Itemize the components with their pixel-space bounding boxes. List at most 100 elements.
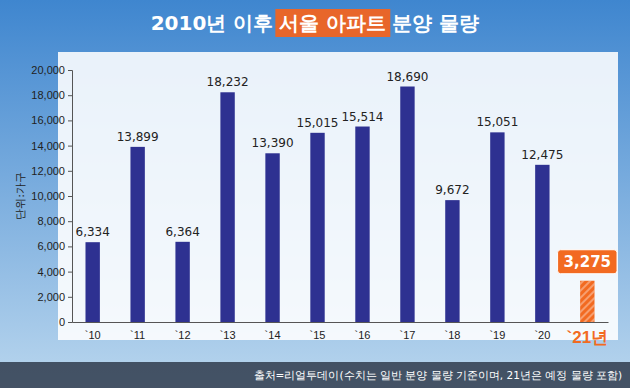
data-label-box bbox=[558, 250, 617, 274]
y-tick-label: 10,000 bbox=[31, 190, 65, 202]
x-tick-label: `11 bbox=[130, 329, 145, 341]
data-label: 15,514 bbox=[341, 110, 383, 124]
y-axis-title: 단위:가구 bbox=[14, 172, 27, 220]
data-label: 12,475 bbox=[521, 148, 563, 162]
y-tick: 8,000 bbox=[37, 215, 72, 227]
x-tick: `13 bbox=[220, 329, 236, 341]
x-tick: `17 bbox=[399, 329, 415, 341]
x-tick-label: `16 bbox=[355, 329, 371, 341]
x-tick: `18 bbox=[444, 329, 460, 341]
source-note: 출처=리얼투데이(수치는 일반 분양 물량 기준이며, 21년은 예정 물량 포… bbox=[254, 369, 622, 381]
x-tick-label: `13 bbox=[220, 329, 236, 341]
bar-hatch bbox=[580, 281, 594, 322]
y-tick-label: 20,000 bbox=[31, 64, 65, 76]
y-tick-mark bbox=[68, 171, 72, 172]
source-strip bbox=[0, 362, 630, 388]
bar bbox=[265, 153, 279, 322]
title-part: 2010년 이후 bbox=[151, 11, 274, 35]
y-tick-mark bbox=[68, 95, 72, 96]
bar bbox=[310, 133, 324, 322]
y-tick-label: 8,000 bbox=[37, 215, 65, 227]
x-tick-label: `21년 bbox=[567, 328, 609, 347]
x-tick-label: `15 bbox=[310, 329, 326, 341]
x-tick-label: `19 bbox=[489, 329, 505, 341]
y-axis: 0 2,000 4,000 6,000 8,000 10,000 12,000 14,000 1… bbox=[31, 64, 72, 328]
background bbox=[0, 0, 630, 388]
x-tick-label: `20 bbox=[534, 329, 550, 341]
x-tick: `20 bbox=[534, 329, 550, 341]
y-tick-mark bbox=[68, 196, 72, 197]
y-tick-mark bbox=[68, 322, 72, 323]
data-label: 15,051 bbox=[476, 115, 518, 129]
x-tick-label: `14 bbox=[265, 329, 281, 341]
bar bbox=[130, 147, 144, 322]
title-part: 분양 물량 bbox=[392, 11, 479, 35]
data-label: 3,275 bbox=[564, 253, 611, 271]
data-label: 6,334 bbox=[76, 225, 110, 239]
x-tick: `16 bbox=[355, 329, 371, 341]
bar bbox=[445, 200, 459, 322]
y-tick: 14,000 bbox=[31, 140, 72, 152]
y-tick: 6,000 bbox=[37, 240, 72, 252]
y-tick-label: 14,000 bbox=[31, 140, 65, 152]
x-axis-line bbox=[73, 322, 609, 323]
title-highlight bbox=[275, 9, 390, 37]
y-tick-label: 4,000 bbox=[37, 266, 65, 278]
y-tick: 20,000 bbox=[31, 64, 72, 76]
data-labels: 6,334 13,899 6,364 18,232 13,39015,01515,514… bbox=[76, 70, 618, 274]
bar bbox=[400, 87, 414, 322]
data-label: 9,672 bbox=[435, 183, 469, 197]
y-tick: 12,000 bbox=[31, 165, 72, 177]
data-label: 18,690 bbox=[386, 70, 428, 84]
x-tick: `21년 bbox=[567, 328, 609, 347]
y-tick: 2,000 bbox=[37, 291, 72, 303]
y-tick-mark bbox=[68, 297, 72, 298]
bar bbox=[355, 127, 369, 322]
y-tick-label: 6,000 bbox=[37, 240, 65, 252]
bar bbox=[535, 165, 549, 322]
x-tick-label: `17 bbox=[399, 329, 415, 341]
y-tick-label: 12,000 bbox=[31, 165, 65, 177]
data-label: 13,390 bbox=[252, 136, 294, 150]
bar bbox=[580, 281, 594, 322]
y-tick-label: 0 bbox=[59, 316, 65, 328]
bars bbox=[85, 87, 594, 322]
y-tick-label: 16,000 bbox=[31, 114, 65, 126]
x-tick-label: `10 bbox=[85, 329, 101, 341]
data-label: 18,232 bbox=[207, 75, 249, 89]
y-tick: 4,000 bbox=[37, 266, 72, 278]
x-tick: `15 bbox=[310, 329, 326, 341]
bar bbox=[490, 132, 504, 322]
x-tick-label: `18 bbox=[444, 329, 460, 341]
y-axis-line bbox=[68, 71, 73, 323]
bar bbox=[85, 242, 99, 322]
y-tick: 0 bbox=[59, 316, 72, 328]
x-tick: `12 bbox=[175, 329, 191, 341]
bar bbox=[220, 92, 234, 322]
y-tick-label: 2,000 bbox=[37, 291, 65, 303]
y-tick-mark bbox=[68, 272, 72, 273]
y-tick-label: 18,000 bbox=[31, 89, 65, 101]
x-tick: `14 bbox=[265, 329, 281, 341]
title-part: 서울 아파트 bbox=[279, 11, 386, 35]
y-tick: 16,000 bbox=[31, 114, 72, 126]
y-tick-mark bbox=[68, 146, 72, 147]
y-tick: 18,000 bbox=[31, 89, 72, 101]
x-tick-label: `12 bbox=[175, 329, 191, 341]
data-label: 13,899 bbox=[117, 130, 159, 144]
chart: 2010년 이후서울 아파트분양 물량 0 2,000 4,000 6,000 8,000… bbox=[0, 0, 630, 388]
x-tick: `10 bbox=[85, 329, 101, 341]
x-axis: `10 `11 `12 `13 `14 `15 `16 `17 `18 `19 `20 `21년 bbox=[73, 323, 609, 347]
y-tick-mark bbox=[68, 70, 72, 71]
data-label: 15,015 bbox=[297, 116, 339, 130]
data-label: 6,364 bbox=[165, 225, 199, 239]
x-tick: `11 bbox=[130, 329, 145, 341]
x-tick: `19 bbox=[489, 329, 505, 341]
plot-panel bbox=[58, 52, 618, 340]
bar bbox=[175, 242, 189, 322]
y-tick: 10,000 bbox=[31, 190, 72, 202]
y-tick-mark bbox=[68, 246, 72, 247]
y-tick-mark bbox=[68, 120, 72, 121]
y-tick-mark bbox=[68, 221, 72, 222]
title: 2010년 이후서울 아파트분양 물량 bbox=[151, 11, 480, 35]
